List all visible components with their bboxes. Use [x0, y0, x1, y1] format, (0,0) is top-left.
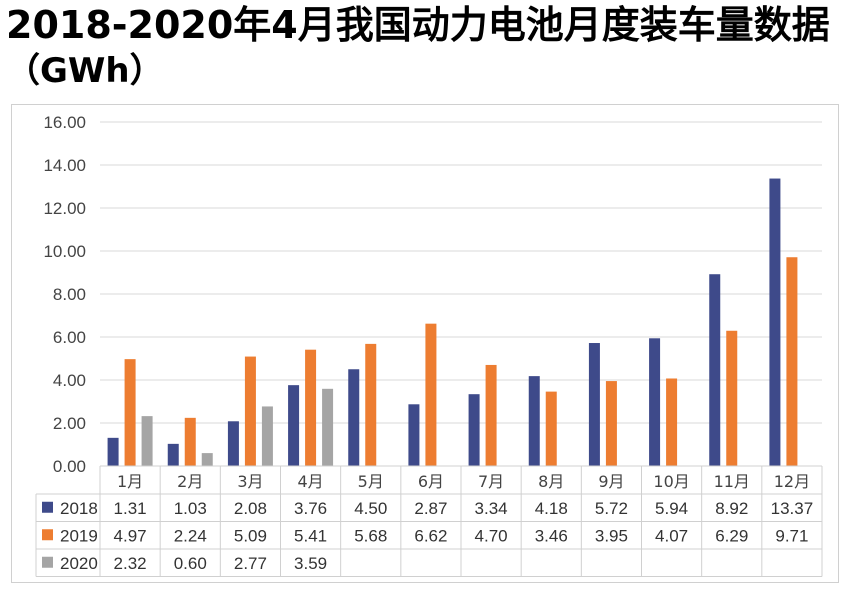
legend-label-2018: 2018 — [60, 499, 98, 518]
x-category-label: 6月 — [418, 472, 444, 491]
y-tick-label: 10.00 — [43, 242, 86, 261]
bar-2018 — [408, 404, 420, 466]
bar-2019 — [605, 381, 617, 466]
data-label-2019: 4.07 — [655, 526, 688, 545]
data-label-2018: 5.94 — [655, 499, 688, 518]
x-category-label: 9月 — [598, 472, 624, 491]
bar-2019 — [124, 359, 136, 466]
data-label-2018: 3.76 — [294, 499, 327, 518]
bar-2019 — [545, 391, 557, 466]
y-tick-label: 8.00 — [53, 285, 86, 304]
x-category-label: 5月 — [358, 472, 384, 491]
data-label-2018: 13.37 — [771, 499, 814, 518]
y-tick-label: 4.00 — [53, 371, 86, 390]
bar-2018 — [167, 443, 179, 466]
y-tick-label: 2.00 — [53, 414, 86, 433]
x-category-label: 10月 — [653, 472, 689, 491]
bar-2019 — [425, 323, 437, 466]
data-label-2018: 2.87 — [414, 499, 447, 518]
bar-2020 — [322, 388, 334, 466]
bar-2018 — [227, 421, 239, 466]
data-label-2019: 4.70 — [475, 526, 508, 545]
legend-swatch-2020 — [42, 556, 53, 568]
y-tick-label: 16.00 — [43, 113, 86, 132]
data-label-2020: 0.60 — [174, 554, 207, 573]
chart-title-line2: （GWh） — [6, 51, 164, 91]
x-category-label: 8月 — [538, 472, 564, 491]
bar-2019 — [184, 417, 196, 466]
bar-2018 — [348, 369, 360, 466]
bar-2018 — [709, 274, 721, 466]
data-label-2019: 6.29 — [715, 526, 748, 545]
bar-2019 — [244, 356, 256, 466]
chart-title-line1: 2018-2020年4月我国动力电池月度装车量数据 — [6, 3, 830, 47]
bar-2019 — [365, 343, 377, 466]
data-label-2019: 5.68 — [354, 526, 387, 545]
legend-swatch-2019 — [42, 529, 53, 541]
x-category-label: 3月 — [237, 472, 263, 491]
data-label-2018: 1.31 — [114, 499, 147, 518]
x-category-label: 4月 — [297, 472, 323, 491]
bar-2020 — [141, 416, 153, 466]
bar-2018 — [528, 376, 540, 466]
y-tick-label: 6.00 — [53, 328, 86, 347]
bar-2018 — [588, 343, 600, 466]
legend-label-2020: 2020 — [60, 554, 98, 573]
y-tick-label: 14.00 — [43, 156, 86, 175]
data-label-2018: 4.18 — [535, 499, 568, 518]
y-tick-label: 12.00 — [43, 199, 86, 218]
data-label-2020: 2.77 — [234, 554, 267, 573]
data-label-2019: 6.62 — [414, 526, 447, 545]
bar-2018 — [649, 338, 661, 466]
data-label-2019: 9.71 — [775, 526, 808, 545]
data-label-2018: 2.08 — [234, 499, 267, 518]
bar-2019 — [485, 364, 497, 466]
bar-2020 — [201, 453, 213, 466]
x-category-label: 11月 — [714, 472, 750, 491]
data-label-2018: 1.03 — [174, 499, 207, 518]
bar-2018 — [769, 178, 781, 467]
bar-2019 — [305, 349, 317, 466]
bar-2019 — [666, 378, 678, 466]
chart-frame — [11, 104, 839, 583]
data-label-2020: 3.59 — [294, 554, 327, 573]
data-label-2018: 3.34 — [475, 499, 508, 518]
data-label-2019: 4.97 — [114, 526, 147, 545]
bar-2019 — [726, 330, 738, 466]
bar-2020 — [261, 406, 273, 466]
data-label-2019: 3.46 — [535, 526, 568, 545]
bar-2019 — [786, 257, 798, 466]
x-category-label: 1月 — [117, 472, 143, 491]
bar-2018 — [288, 385, 300, 466]
data-label-2019: 3.95 — [595, 526, 628, 545]
legend-swatch-2018 — [42, 501, 53, 513]
bar-2018 — [468, 394, 480, 466]
bar-2018 — [107, 437, 119, 466]
y-tick-label: 0.00 — [53, 457, 86, 476]
data-label-2019: 2.24 — [174, 526, 207, 545]
x-category-label: 12月 — [774, 472, 810, 491]
legend-label-2019: 2019 — [60, 526, 98, 545]
data-label-2018: 4.50 — [354, 499, 387, 518]
data-label-2018: 8.92 — [715, 499, 748, 518]
data-label-2019: 5.41 — [294, 526, 327, 545]
data-label-2019: 5.09 — [234, 526, 267, 545]
x-category-label: 7月 — [478, 472, 504, 491]
data-label-2018: 5.72 — [595, 499, 628, 518]
data-label-2020: 2.32 — [114, 554, 147, 573]
x-category-label: 2月 — [177, 472, 203, 491]
